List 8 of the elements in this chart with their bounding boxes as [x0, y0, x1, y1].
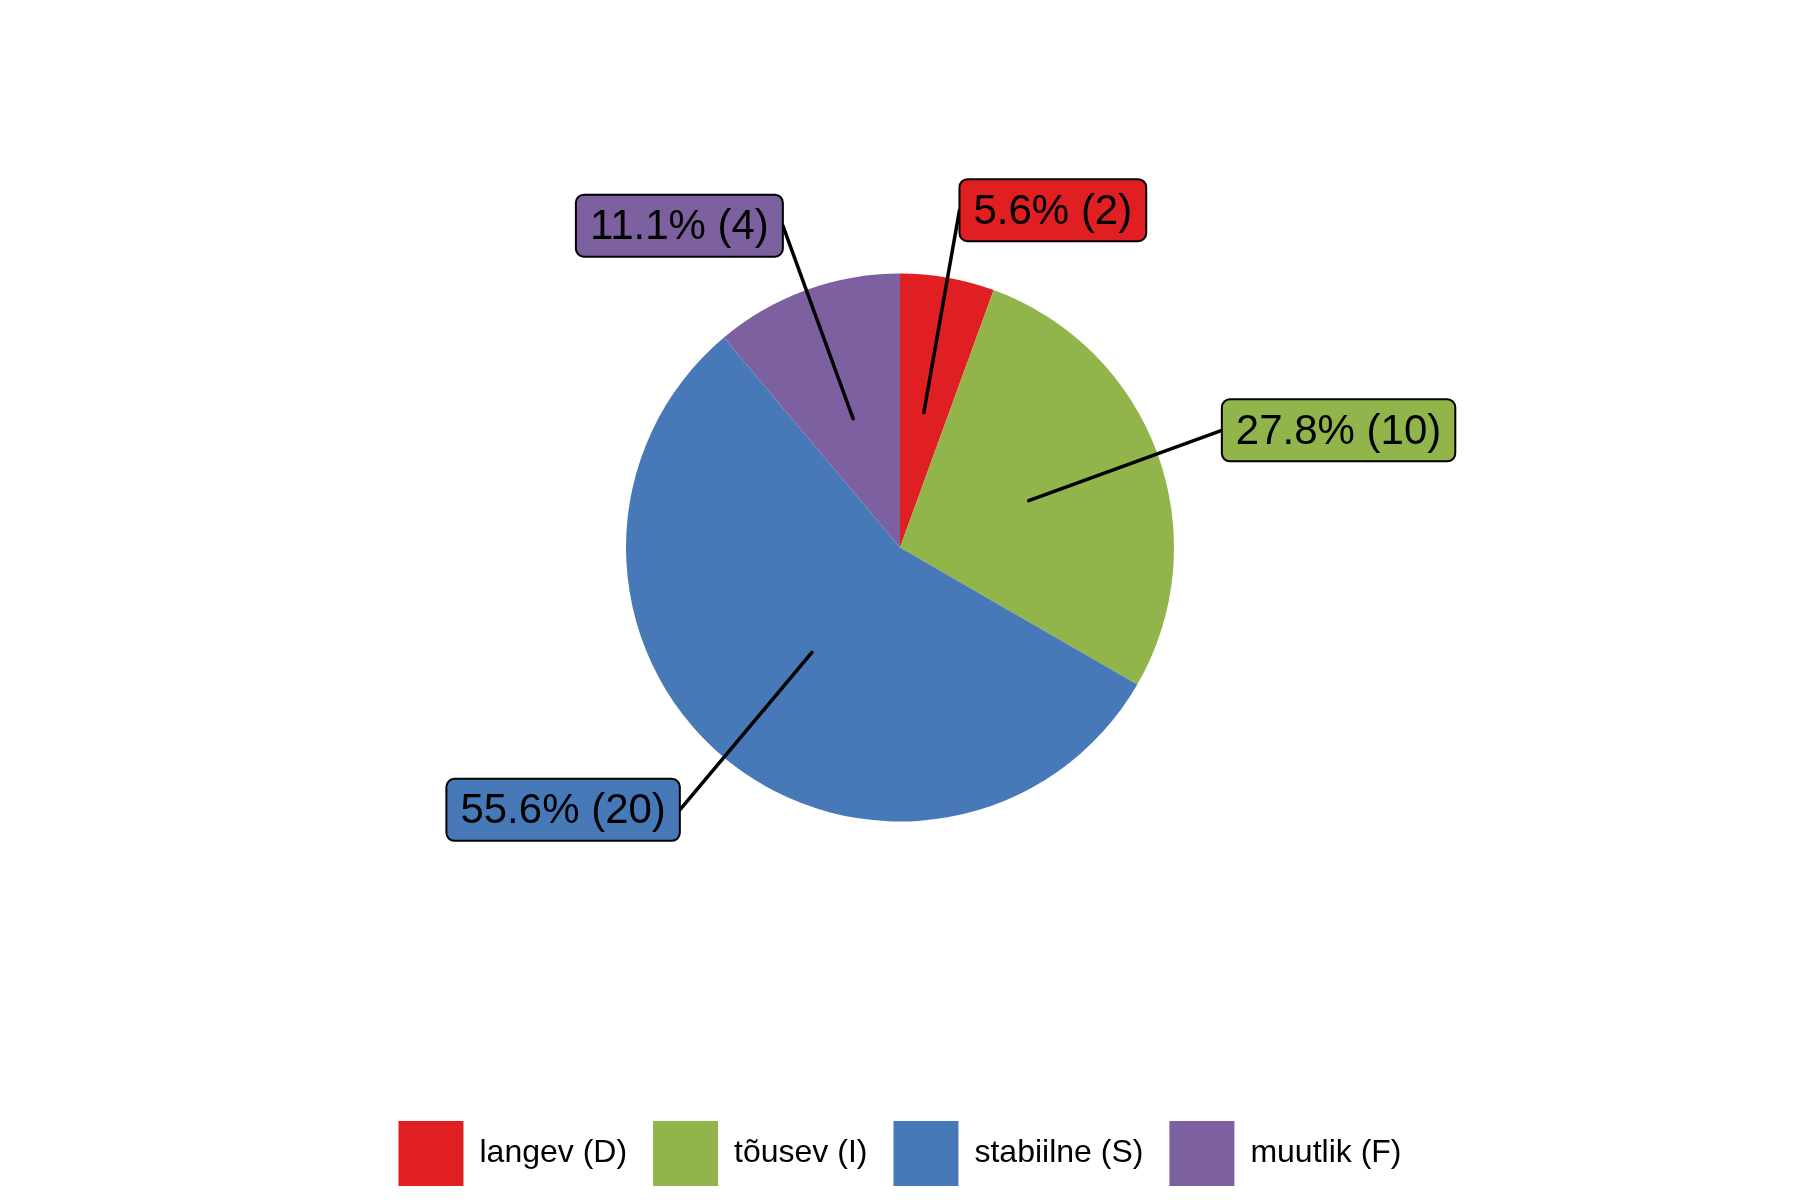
legend-label: muutlik (F)	[1250, 1133, 1402, 1170]
legend-label: langev (D)	[479, 1133, 628, 1170]
data-label: 27.8% (10)	[1235, 405, 1442, 453]
legend-label: stabiilne (S)	[974, 1133, 1144, 1170]
data-label: 11.1% (4)	[589, 201, 769, 249]
legend-label: tõusev (I)	[734, 1133, 868, 1170]
data-label: 55.6% (20)	[460, 785, 666, 833]
data-label: 5.6% (2)	[973, 185, 1133, 233]
